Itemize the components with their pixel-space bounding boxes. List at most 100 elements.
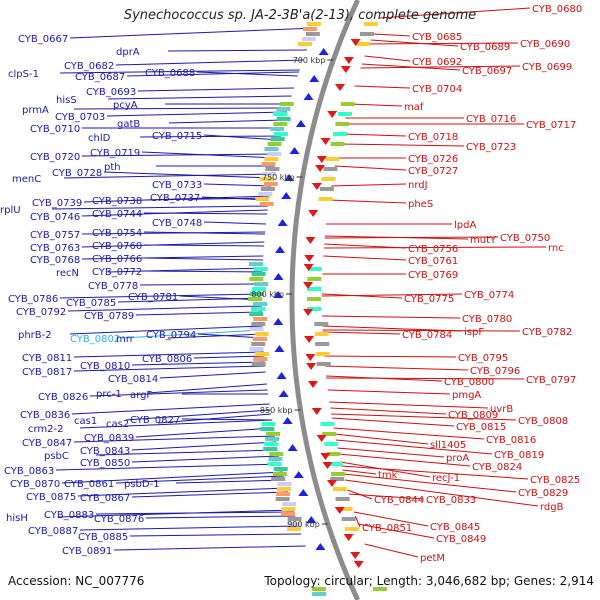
- gene-label-right[interactable]: CYB_0782: [522, 327, 572, 338]
- gene-label-left[interactable]: CYB_0739: [32, 198, 82, 209]
- gene-label-left[interactable]: mrr: [116, 334, 135, 345]
- gene-label-left[interactable]: CYB_0728: [52, 168, 102, 179]
- gene-label-left[interactable]: gatB: [117, 119, 140, 130]
- gene-label-left[interactable]: phrB-2: [18, 330, 52, 341]
- gene-label-left[interactable]: CYB_0682: [64, 61, 114, 72]
- gene-label-left[interactable]: CYB_0710: [30, 124, 80, 135]
- gene-label-left[interactable]: CYB_0802: [70, 334, 120, 345]
- gene-label-right[interactable]: lpdA: [454, 220, 476, 231]
- gene-label-left[interactable]: CYB_0738: [92, 196, 142, 207]
- gene-label-right[interactable]: CYB_0718: [408, 132, 458, 143]
- gene-label-right[interactable]: CYB_0825: [530, 475, 580, 486]
- gene-label-left[interactable]: pcyA: [113, 100, 138, 111]
- gene-label-left[interactable]: CYB_0847: [22, 438, 72, 449]
- gene-label-right[interactable]: proA: [446, 453, 469, 464]
- gene-label-left[interactable]: CYB_0754: [92, 228, 142, 239]
- gene-label-left[interactable]: CYB_0792: [16, 307, 66, 318]
- gene-label-right[interactable]: nrdJ: [408, 180, 428, 191]
- gene-label-left[interactable]: CYB_0746: [30, 212, 80, 223]
- gene-label-left[interactable]: CYB_0794: [146, 330, 196, 341]
- gene-label-left[interactable]: CYB_0876: [94, 514, 144, 525]
- gene-label-left[interactable]: CYB_0870: [10, 479, 60, 490]
- gene-label-left[interactable]: psbC: [44, 451, 69, 462]
- gene-label-right[interactable]: CYB_0697: [462, 66, 512, 77]
- gene-label-left[interactable]: CYB_0667: [18, 34, 68, 45]
- gene-label-right[interactable]: CYB_0774: [464, 290, 514, 301]
- gene-label-right[interactable]: CYB_0795: [458, 353, 508, 364]
- gene-label-left[interactable]: prc-1: [96, 389, 122, 400]
- gene-label-right[interactable]: CYB_0780: [462, 314, 512, 325]
- gene-label-right[interactable]: sll1405: [430, 440, 466, 451]
- gene-label-left[interactable]: CYB_0703: [55, 112, 105, 123]
- gene-label-left[interactable]: CYB_0778: [88, 281, 138, 292]
- gene-label-right[interactable]: CYB_0761: [408, 256, 458, 267]
- gene-label-right[interactable]: CYB_0699: [522, 62, 572, 73]
- gene-label-left[interactable]: CYB_0843: [80, 446, 130, 457]
- gene-label-left[interactable]: CYB_0811: [22, 353, 72, 364]
- gene-label-left[interactable]: CYB_0748: [152, 218, 202, 229]
- gene-label-left[interactable]: CYB_0875: [26, 492, 76, 503]
- gene-label-left[interactable]: CYB_0719: [90, 148, 140, 159]
- gene-label-left[interactable]: CYB_0687: [75, 72, 125, 83]
- gene-label-left[interactable]: argF: [130, 390, 152, 401]
- gene-label-right[interactable]: CYB_0704: [412, 84, 462, 95]
- gene-label-left[interactable]: clpS-1: [8, 69, 39, 80]
- gene-label-right[interactable]: CYB_0750: [500, 233, 550, 244]
- gene-label-left[interactable]: CYB_0781: [128, 292, 178, 303]
- gene-label-left[interactable]: CYB_0885: [78, 532, 128, 543]
- gene-label-right[interactable]: ispF: [464, 327, 484, 338]
- gene-label-left[interactable]: CYB_0810: [80, 361, 130, 372]
- gene-label-right[interactable]: CYB_0815: [456, 422, 506, 433]
- gene-label-left[interactable]: CYB_0817: [22, 367, 72, 378]
- gene-label-right[interactable]: CYB_0756: [408, 244, 458, 255]
- gene-label-left[interactable]: CYB_0720: [30, 152, 80, 163]
- gene-label-left[interactable]: CYB_0715: [152, 131, 202, 142]
- gene-label-left[interactable]: CYB_0850: [80, 458, 130, 469]
- gene-label-left[interactable]: recN: [56, 268, 79, 279]
- gene-label-left[interactable]: CYB_0836: [20, 410, 70, 421]
- gene-label-right[interactable]: recJ-1: [432, 473, 460, 484]
- gene-label-left[interactable]: cas1: [74, 416, 97, 427]
- gene-label-left[interactable]: rplU: [0, 205, 21, 216]
- gene-label-left[interactable]: CYB_0891: [62, 546, 112, 557]
- gene-label-right[interactable]: tmk: [378, 470, 398, 481]
- gene-label-left[interactable]: CYB_0867: [80, 493, 130, 504]
- gene-label-left[interactable]: CYB_0839: [84, 433, 134, 444]
- gene-label-left[interactable]: CYB_0693: [86, 87, 136, 98]
- gene-label-right[interactable]: CYB_0796: [470, 366, 520, 377]
- gene-label-right[interactable]: petM: [420, 553, 445, 564]
- gene-label-left[interactable]: CYB_0766: [92, 254, 142, 265]
- gene-label-right[interactable]: CYB_0819: [494, 450, 544, 461]
- gene-label-right[interactable]: CYB_0851: [362, 523, 412, 534]
- gene-label-right[interactable]: CYB_0769: [408, 270, 458, 281]
- gene-label-left[interactable]: CYB_0688: [145, 68, 195, 79]
- gene-label-right[interactable]: CYB_0716: [466, 114, 516, 125]
- gene-label-right[interactable]: CYB_0844: [374, 495, 424, 506]
- gene-label-right[interactable]: pheS: [408, 199, 433, 210]
- gene-label-left[interactable]: CYB_0768: [30, 255, 80, 266]
- gene-label-right[interactable]: CYB_0692: [412, 57, 462, 68]
- gene-label-right[interactable]: CYB_0726: [408, 154, 458, 165]
- gene-label-left[interactable]: crm2-2: [28, 424, 64, 435]
- gene-label-left[interactable]: menC: [12, 174, 41, 185]
- gene-label-right[interactable]: CYB_0809: [448, 410, 498, 421]
- gene-label-right[interactable]: CYB_0680: [532, 4, 582, 15]
- gene-label-right[interactable]: CYB_0775: [404, 294, 454, 305]
- gene-label-right[interactable]: CYB_0829: [518, 488, 568, 499]
- gene-label-left[interactable]: CYB_0826: [38, 392, 88, 403]
- gene-label-left[interactable]: CYB_0887: [28, 526, 78, 537]
- gene-label-left[interactable]: CYB_0806: [142, 354, 192, 365]
- gene-label-right[interactable]: CYB_0685: [412, 32, 462, 43]
- gene-label-right[interactable]: CYB_0717: [526, 120, 576, 131]
- gene-label-left[interactable]: CYB_0733: [152, 180, 202, 191]
- gene-label-right[interactable]: CYB_0833: [426, 495, 476, 506]
- gene-label-right[interactable]: CYB_0723: [466, 142, 516, 153]
- gene-label-left[interactable]: CYB_0786: [8, 294, 58, 305]
- gene-label-right[interactable]: CYB_0784: [402, 330, 452, 341]
- gene-label-left[interactable]: CYB_0760: [92, 241, 142, 252]
- gene-label-right[interactable]: CYB_0824: [472, 462, 522, 473]
- gene-label-right[interactable]: CYB_0797: [526, 375, 576, 386]
- gene-label-right[interactable]: pmgA: [452, 390, 481, 401]
- gene-label-left[interactable]: CYB_0785: [66, 298, 116, 309]
- gene-label-left[interactable]: CYB_0861: [64, 479, 114, 490]
